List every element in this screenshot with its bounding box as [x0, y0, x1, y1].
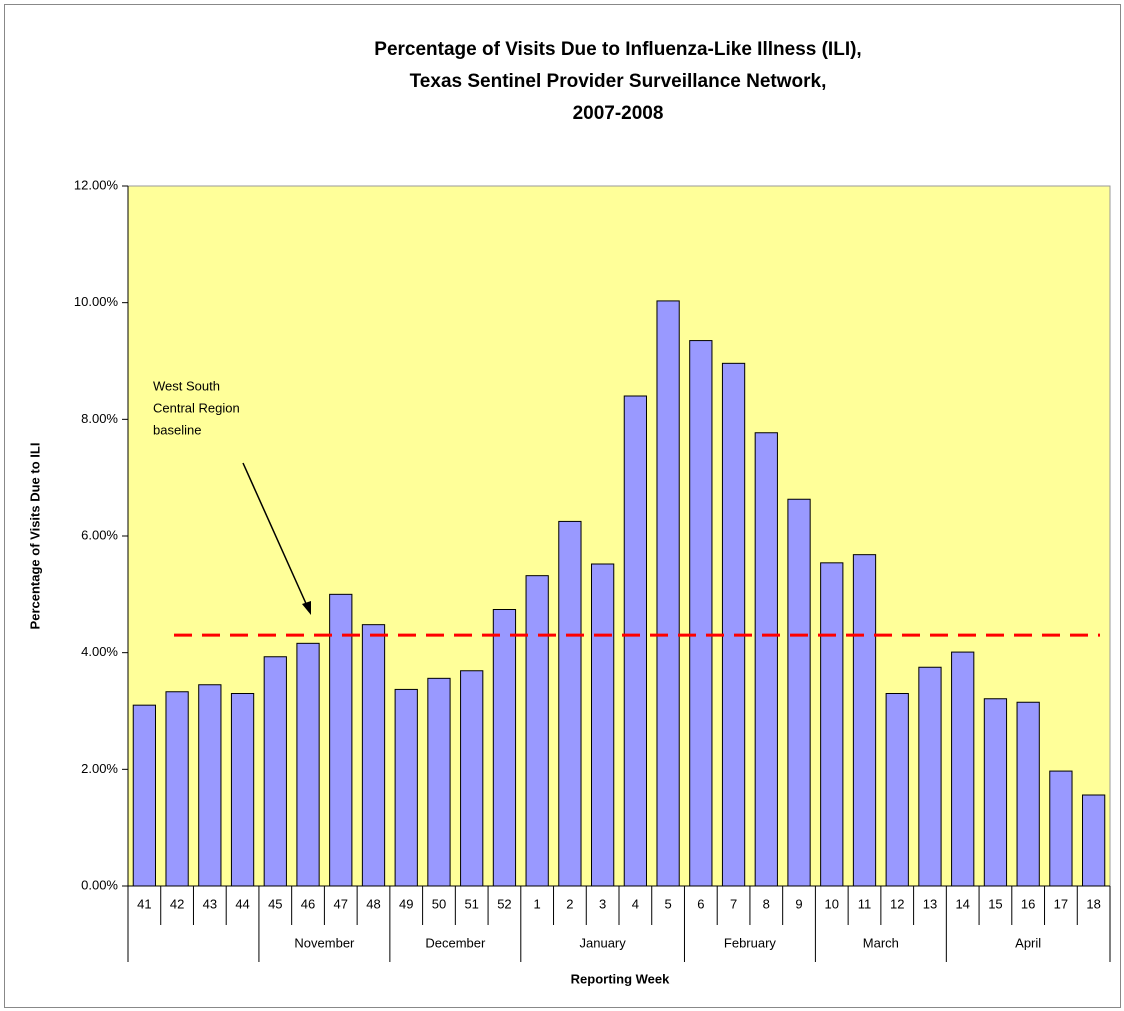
x-tick-label: 7 [730, 896, 737, 911]
bar [296, 642, 320, 887]
bar [329, 593, 353, 887]
x-tick-label: 49 [399, 896, 413, 911]
x-tick-label: 44 [235, 896, 249, 911]
x-tick-label: 5 [664, 896, 671, 911]
x-tick-label: 9 [795, 896, 802, 911]
bar [852, 554, 877, 887]
x-tick-label: 2 [566, 896, 573, 911]
bar [983, 698, 1008, 887]
y-tick-label: 0.00% [81, 877, 118, 892]
y-tick-label: 2.00% [81, 761, 118, 776]
x-tick-label: 12 [890, 896, 904, 911]
x-tick-label: 51 [464, 896, 478, 911]
group-label: January [580, 935, 627, 950]
bar [394, 688, 418, 887]
bar [656, 300, 680, 887]
group-label: November [294, 935, 355, 950]
x-tick-label: 48 [366, 896, 380, 911]
bar [918, 666, 942, 887]
bar [230, 693, 255, 887]
x-tick-label: 3 [599, 896, 606, 911]
bar [198, 684, 222, 887]
bar [787, 498, 811, 887]
annotation: Central Region [153, 400, 240, 415]
x-tick-label: 15 [988, 896, 1002, 911]
bar [1016, 701, 1040, 887]
x-axis-title: Reporting Week [571, 971, 670, 986]
bar [492, 609, 517, 887]
annotation: baseline [153, 422, 201, 437]
x-tick-label: 43 [203, 896, 217, 911]
x-tick-label: 17 [1054, 896, 1068, 911]
bar [263, 656, 287, 887]
x-tick-label: 14 [955, 896, 969, 911]
x-tick-label: 46 [301, 896, 315, 911]
x-tick-label: 45 [268, 896, 282, 911]
x-tick-label: 42 [170, 896, 184, 911]
x-tick-label: 13 [923, 896, 937, 911]
bar [623, 395, 647, 887]
x-tick-label: 6 [697, 896, 704, 911]
annotation: West South [153, 378, 220, 393]
y-tick-label: 12.00% [74, 177, 119, 192]
bar [1082, 794, 1106, 887]
bar [754, 432, 778, 887]
x-tick-label: 41 [137, 896, 151, 911]
group-label: March [863, 935, 899, 950]
x-tick-label: 1 [534, 896, 541, 911]
bar [885, 693, 909, 887]
x-tick-label: 50 [432, 896, 446, 911]
plot-area [127, 185, 1111, 887]
x-tick-label: 52 [497, 896, 511, 911]
x-tick-label: 10 [825, 896, 839, 911]
x-tick-label: 16 [1021, 896, 1035, 911]
x-tick-label: 8 [763, 896, 770, 911]
y-tick-label: 10.00% [74, 294, 119, 309]
bar [525, 575, 549, 887]
group-label: April [1015, 935, 1041, 950]
y-axis-title: Percentage of Visits Due to ILI [27, 443, 42, 630]
bar [558, 520, 582, 887]
bar [460, 670, 484, 887]
chart-title: 2007-2008 [573, 103, 664, 124]
bar [427, 677, 451, 887]
bar [951, 651, 975, 887]
group-label: February [724, 935, 777, 950]
x-tick-label: 11 [858, 896, 872, 911]
bar [132, 704, 156, 887]
bar [820, 562, 844, 887]
bar [361, 624, 386, 887]
bar [165, 691, 189, 887]
chart-title: Texas Sentinel Provider Surveillance Net… [410, 71, 827, 92]
x-tick-label: 18 [1086, 896, 1100, 911]
annotation-arrowhead [302, 601, 311, 615]
bar [1049, 770, 1073, 887]
y-tick-label: 8.00% [81, 411, 118, 426]
y-tick-label: 4.00% [81, 644, 118, 659]
bar [721, 362, 746, 887]
annotation-arrow [242, 462, 309, 609]
x-tick-label: 47 [334, 896, 348, 911]
chart-title: Percentage of Visits Due to Influenza-Li… [374, 39, 861, 60]
x-tick-label: 4 [632, 896, 639, 911]
group-label: December [425, 935, 486, 950]
bar [591, 563, 615, 887]
bar [689, 340, 713, 887]
y-tick-label: 6.00% [81, 527, 118, 542]
